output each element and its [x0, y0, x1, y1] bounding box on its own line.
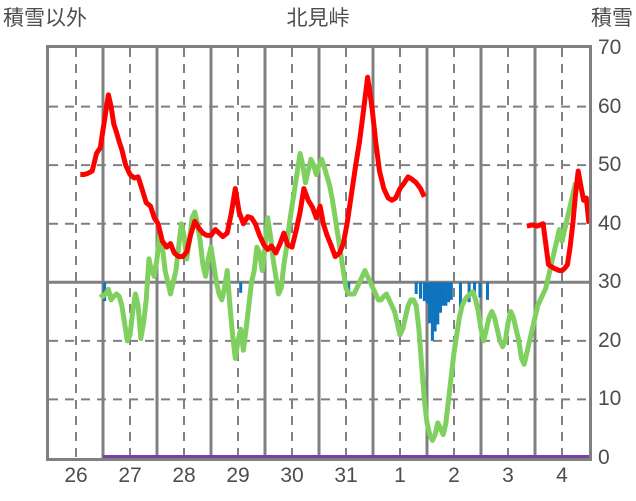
precipitation-bar	[419, 282, 423, 299]
precipitation-bar	[433, 282, 437, 332]
x-axis-tick-label: 30	[280, 464, 304, 487]
precipitation-bar	[422, 282, 426, 302]
precipitation-bar	[449, 282, 453, 300]
x-axis-tick-label: 1	[394, 464, 406, 487]
precipitation-bar	[428, 282, 432, 324]
x-axis-tick-label: 31	[334, 464, 358, 487]
left-axis-title: 積雪以外	[3, 7, 87, 30]
precipitation-bar	[447, 282, 451, 303]
y2-axis-tick-label: 50	[598, 153, 622, 177]
precipitation-bar	[439, 282, 442, 313]
y2-axis-tick-label: 30	[598, 270, 622, 294]
y2-axis-tick-label: 40	[598, 211, 622, 235]
plot-inner	[49, 48, 589, 458]
y2-axis-tick-label: 70	[598, 36, 622, 59]
x-axis-tick-label: 26	[64, 464, 88, 487]
x-axis-tick-label: 29	[226, 464, 250, 487]
precipitation-bar	[485, 282, 489, 300]
series-temperature	[80, 74, 589, 274]
gridlines	[49, 48, 589, 458]
precipitation-bar	[239, 282, 243, 293]
y2-axis-tick-label: 10	[598, 387, 622, 411]
precipitation-bars	[103, 282, 489, 341]
right-axis-title: 積雪	[591, 7, 633, 30]
x-axis-tick-label: 28	[172, 464, 196, 487]
y2-axis-tick-label: 0	[598, 446, 610, 469]
chart-canvas	[49, 48, 589, 458]
chart-title: 北見峠	[286, 7, 350, 30]
precipitation-bar	[444, 282, 448, 306]
x-axis-tick-label: 27	[118, 464, 142, 487]
precipitation-bar	[425, 282, 429, 304]
precipitation-bar	[436, 282, 440, 325]
precipitation-bar	[458, 282, 462, 311]
precipitation-bar	[430, 282, 434, 341]
precipitation-bar	[414, 282, 418, 294]
y2-axis-tick-label: 60	[598, 94, 622, 118]
x-axis-tick-label: 4	[556, 464, 568, 487]
precipitation-bar	[441, 282, 445, 306]
series-snow-related-green	[98, 150, 578, 443]
x-axis-tick-label: 2	[448, 464, 460, 487]
precipitation-bar	[478, 282, 482, 298]
y2-axis-tick-label: 20	[598, 328, 622, 352]
x-axis-tick-label: 3	[502, 464, 514, 487]
plot-area	[46, 45, 592, 461]
